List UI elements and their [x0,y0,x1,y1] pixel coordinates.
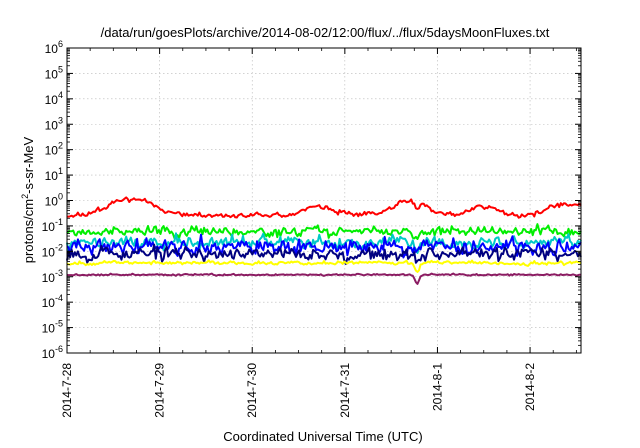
y-tick-label: 10-4 [42,293,63,310]
series-line-6 [66,259,582,273]
y-axis-label: protons/cm2-s-sr-MeV [20,136,36,263]
y-tick-label: 10-2 [42,242,63,259]
y-tick-label: 100 [45,192,63,209]
data-series [66,196,582,285]
x-tick-label: 2014-7-30 [245,363,259,418]
x-tick-label: 2014-7-31 [338,363,352,418]
x-axis-label: Coordinated Universal Time (UTC) [223,429,422,444]
y-tick-label: 10-3 [42,268,63,285]
y-tick-label: 10-1 [42,217,63,234]
x-tick-label: 2014-8-1 [430,363,444,411]
series-line-4 [66,233,582,259]
series-line-5 [66,243,582,265]
series-line-1 [67,196,582,219]
y-tick-label: 102 [45,141,63,158]
y-tick-labels: 106 105 104 103 102 101 100 10-1 10-2 10-3 10-4 10-… [42,39,63,361]
x-tick-label: 2014-7-28 [60,363,74,418]
y-tick-label: 10-6 [42,344,63,361]
y-tick-label: 101 [45,166,63,183]
plot-frame [66,47,582,354]
y-tick-label: 105 [45,64,63,81]
series-line-7 [66,272,581,285]
x-tick-labels: 2014-7-28 2014-7-29 2014-7-30 2014-7-31 2014… [60,363,537,418]
series-line-2 [66,223,582,240]
y-tick-label: 104 [45,90,63,107]
y-tick-label: 10-5 [42,319,63,336]
y-tick-label: 103 [45,115,63,132]
y-tick-label: 106 [45,39,63,56]
x-tick-label: 2014-8-2 [523,363,537,411]
x-tick-label: 2014-7-29 [153,363,167,418]
chart-title: /data/run/goesPlots/archive/2014-08-02/1… [101,25,550,40]
